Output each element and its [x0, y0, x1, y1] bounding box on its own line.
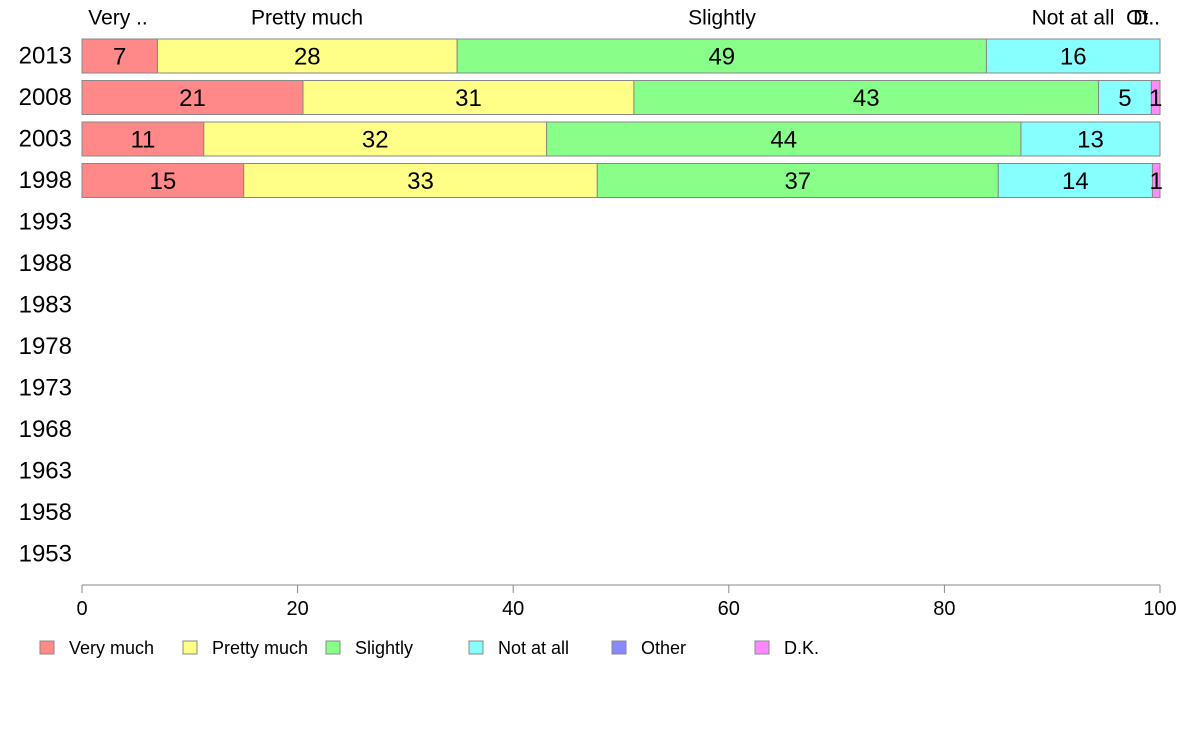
top-category-label: Pretty much	[251, 7, 363, 30]
top-category-label: Slightly	[688, 7, 756, 30]
bar-segment	[1151, 163, 1161, 198]
data-label: 5	[1118, 85, 1131, 112]
category-label: 1953	[19, 541, 72, 568]
bar-segment	[1098, 80, 1152, 115]
bar-segment	[1020, 121, 1161, 157]
category-label: 1958	[19, 499, 72, 526]
top-category-label: Not at all	[1032, 7, 1115, 30]
data-label: 33	[407, 168, 434, 195]
legend-label: Pretty much	[212, 638, 308, 658]
x-tick-label: 0	[76, 598, 87, 620]
x-tick-label: 20	[286, 598, 308, 620]
data-label: 7	[113, 44, 126, 71]
legend-label: Other	[641, 638, 686, 658]
bar-segment	[633, 80, 1100, 115]
category-label: 1983	[19, 292, 72, 319]
legend-label: Very much	[69, 638, 154, 658]
legend-swatch	[182, 640, 198, 655]
legend-swatch	[325, 640, 341, 655]
legend-swatch	[39, 640, 55, 655]
category-label: 1963	[19, 458, 72, 485]
legend-swatch	[611, 640, 627, 655]
bar-segment	[302, 80, 635, 115]
data-label: 1	[1149, 85, 1162, 112]
bar-segment	[1150, 80, 1161, 115]
bar-segment	[546, 121, 1022, 157]
data-label: 31	[455, 85, 482, 112]
data-label: 16	[1060, 44, 1087, 71]
category-label: 1978	[19, 333, 72, 360]
data-label: 15	[149, 168, 176, 195]
data-label: 14	[1062, 168, 1089, 195]
category-label: 2013	[19, 43, 72, 70]
legend-label: D.K.	[784, 638, 819, 658]
category-label: 1993	[19, 209, 72, 236]
data-label: 32	[362, 127, 389, 154]
data-label: 49	[708, 44, 735, 71]
legend-swatch	[754, 640, 770, 655]
x-tick-label: 60	[718, 598, 740, 620]
data-label: 1	[1150, 168, 1163, 195]
bar-segment	[203, 121, 548, 157]
legend-swatch	[468, 640, 484, 655]
bar-segment	[81, 163, 245, 198]
top-category-label: Ot..	[1126, 7, 1160, 30]
bar-segment	[156, 38, 458, 74]
x-tick-label: 100	[1143, 598, 1176, 620]
category-label: 2003	[19, 126, 72, 153]
bar-segment	[985, 38, 1161, 74]
data-label: 21	[179, 85, 206, 112]
bar-segment	[243, 163, 598, 198]
data-label: 11	[130, 127, 155, 154]
category-label: 2008	[19, 84, 72, 111]
category-label: 1998	[19, 167, 72, 194]
bar-segment	[596, 163, 999, 198]
data-label: 37	[784, 168, 811, 195]
top-category-label: Very ..	[88, 7, 148, 30]
category-label: 1968	[19, 416, 72, 443]
legend-label: Not at all	[498, 638, 569, 658]
x-tick-label: 40	[502, 598, 524, 620]
data-label: 44	[770, 127, 797, 154]
legend-label: Slightly	[355, 638, 413, 658]
data-label: 28	[294, 44, 321, 71]
category-label: 1973	[19, 375, 72, 402]
bar-segment	[81, 80, 304, 115]
bar-segment	[456, 38, 987, 74]
bar-segment	[81, 38, 158, 74]
data-label: 13	[1077, 127, 1104, 154]
category-label: 1988	[19, 250, 72, 277]
x-tick-label: 80	[933, 598, 955, 620]
data-label: 43	[853, 85, 880, 112]
bar-segment	[81, 121, 205, 157]
top-category-label: D..	[1133, 7, 1160, 30]
